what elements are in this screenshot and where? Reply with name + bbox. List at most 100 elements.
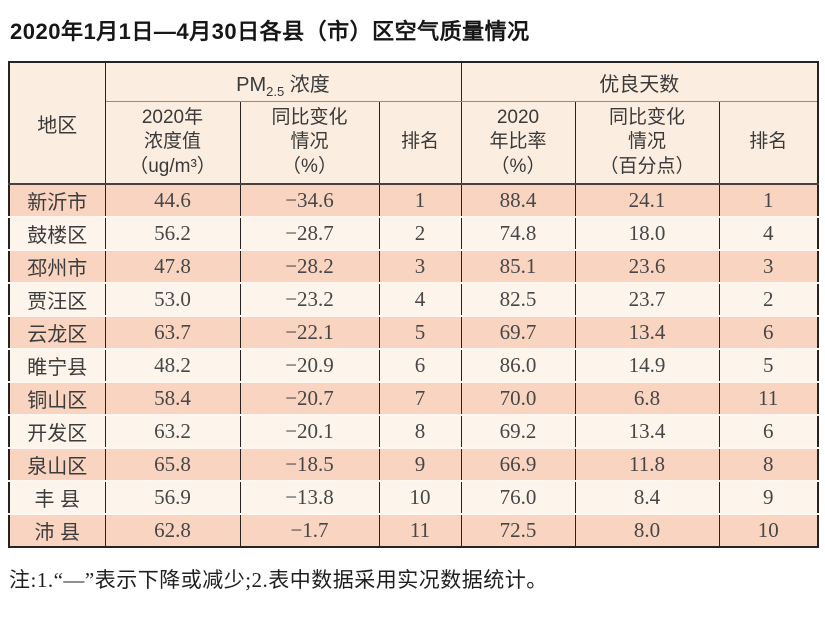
- value-cell: 6: [718, 414, 819, 448]
- value-cell: 3: [378, 249, 461, 283]
- value-cell: 11: [378, 513, 461, 547]
- value-cell: 3: [718, 249, 819, 283]
- region-cell: 贾汪区: [9, 282, 105, 316]
- region-cell: 云龙区: [9, 315, 105, 349]
- value-cell: 9: [718, 480, 819, 514]
- value-cell: 4: [718, 216, 819, 250]
- region-cell: 泉山区: [9, 447, 105, 481]
- value-cell: 7: [378, 381, 461, 415]
- value-cell: −20.7: [239, 381, 379, 415]
- value-cell: 1: [718, 184, 819, 217]
- header-2020-ratio: 2020 年比率 （%）: [460, 101, 575, 185]
- value-cell: 44.6: [104, 184, 240, 217]
- header-good-days-group: 优良天数: [460, 62, 819, 102]
- value-cell: 13.4: [574, 315, 719, 349]
- value-cell: 88.4: [460, 184, 575, 217]
- header-group-row: 地区 PM2.5 浓度 优良天数: [9, 62, 819, 185]
- page-title: 2020年1月1日—4月30日各县（市）区空气质量情况: [10, 19, 530, 44]
- value-cell: −20.9: [239, 348, 379, 382]
- region-cell: 铜山区: [9, 381, 105, 415]
- air-quality-table: 地区 PM2.5 浓度 优良天数 2020年 浓度值 （ug/m³） 同比变化 情况 （%…: [8, 61, 820, 548]
- value-cell: 1: [378, 184, 461, 217]
- value-cell: −22.1: [239, 315, 379, 349]
- value-cell: 74.8: [460, 216, 575, 250]
- value-cell: 69.2: [460, 414, 575, 448]
- value-cell: 11: [718, 381, 819, 415]
- value-cell: 47.8: [104, 249, 240, 283]
- header-pm25-rank: 排名: [378, 101, 461, 185]
- pm25-label-suffix: 浓度: [284, 73, 330, 96]
- value-cell: 18.0: [574, 216, 719, 250]
- value-cell: 2: [378, 216, 461, 250]
- value-cell: 14.9: [574, 348, 719, 382]
- table-body: 新沂市 44.6 −34.6 1 88.4 24.1 1 鼓楼区 56.2 −28.7 2 74.8 1…: [9, 184, 819, 547]
- value-cell: 6: [378, 348, 461, 382]
- value-cell: 48.2: [104, 348, 240, 382]
- value-cell: 62.8: [104, 513, 240, 547]
- region-cell: 丰 县: [9, 480, 105, 514]
- pm25-label-prefix: PM: [236, 73, 267, 96]
- pm25-label-subscript: 2.5: [266, 83, 285, 99]
- header-region: 地区: [9, 62, 106, 185]
- page: 2020年1月1日—4月30日各县（市）区空气质量情况 地区 PM2.5 浓度 …: [8, 19, 820, 592]
- value-cell: −28.7: [239, 216, 379, 250]
- value-cell: 72.5: [460, 513, 575, 547]
- footnote: 注:1.“—”表示下降或减少;2.表中数据采用实况数据统计。: [9, 568, 548, 592]
- value-cell: 70.0: [460, 381, 575, 415]
- value-cell: −20.1: [239, 414, 379, 448]
- value-cell: 13.4: [574, 414, 719, 448]
- header-yoy-change-points: 同比变化 情况 （百分点）: [574, 101, 719, 185]
- value-cell: 63.7: [104, 315, 240, 349]
- value-cell: 11.8: [574, 447, 719, 481]
- value-cell: 8.0: [574, 513, 719, 547]
- table-row: 沛 县 62.8 −1.7 11 72.5 8.0 10: [9, 513, 819, 547]
- value-cell: 24.1: [574, 184, 719, 217]
- value-cell: 10: [718, 513, 819, 547]
- value-cell: 85.1: [460, 249, 575, 283]
- value-cell: 76.0: [460, 480, 575, 514]
- header-2020-concentration: 2020年 浓度值 （ug/m³）: [105, 101, 240, 185]
- table-row: 贾汪区 53.0 −23.2 4 82.5 23.7 2: [9, 282, 819, 316]
- value-cell: −23.2: [239, 282, 379, 316]
- header-sub-row: 2020年 浓度值 （ug/m³） 同比变化 情况 （%） 排名 2020 年比率 （%） 同比变化…: [9, 101, 819, 185]
- table-row: 铜山区 58.4 −20.7 7 70.0 6.8 11: [9, 381, 819, 415]
- table-row: 睢宁县 48.2 −20.9 6 86.0 14.9 5: [9, 348, 819, 382]
- value-cell: 6: [718, 315, 819, 349]
- value-cell: 53.0: [104, 282, 240, 316]
- table-row: 云龙区 63.7 −22.1 5 69.7 13.4 6: [9, 315, 819, 349]
- value-cell: −28.2: [239, 249, 379, 283]
- value-cell: 2: [718, 282, 819, 316]
- value-cell: 5: [718, 348, 819, 382]
- value-cell: −34.6: [239, 184, 379, 217]
- region-cell: 新沂市: [9, 184, 105, 217]
- header-good-days-rank: 排名: [718, 101, 819, 185]
- table-row: 开发区 63.2 −20.1 8 69.2 13.4 6: [9, 414, 819, 448]
- value-cell: 4: [378, 282, 461, 316]
- value-cell: 10: [378, 480, 461, 514]
- value-cell: 8: [718, 447, 819, 481]
- table-row: 新沂市 44.6 −34.6 1 88.4 24.1 1: [9, 184, 819, 217]
- table-row: 鼓楼区 56.2 −28.7 2 74.8 18.0 4: [9, 216, 819, 250]
- header-yoy-change-pct: 同比变化 情况 （%）: [239, 101, 379, 185]
- value-cell: −1.7: [239, 513, 379, 547]
- value-cell: 66.9: [460, 447, 575, 481]
- value-cell: 23.6: [574, 249, 719, 283]
- value-cell: −13.8: [239, 480, 379, 514]
- value-cell: 65.8: [104, 447, 240, 481]
- region-cell: 鼓楼区: [9, 216, 105, 250]
- header-pm25-group: PM2.5 浓度: [104, 62, 461, 102]
- table-row: 丰 县 56.9 −13.8 10 76.0 8.4 9: [9, 480, 819, 514]
- value-cell: 6.8: [574, 381, 719, 415]
- value-cell: 9: [378, 447, 461, 481]
- table-header: 地区 PM2.5 浓度 优良天数 2020年 浓度值 （ug/m³） 同比变化 情况 （%…: [9, 62, 819, 185]
- value-cell: 86.0: [460, 348, 575, 382]
- value-cell: 58.4: [104, 381, 240, 415]
- region-cell: 邳州市: [9, 249, 105, 283]
- value-cell: 82.5: [460, 282, 575, 316]
- region-cell: 睢宁县: [9, 348, 105, 382]
- value-cell: 69.7: [460, 315, 575, 349]
- table-row: 邳州市 47.8 −28.2 3 85.1 23.6 3: [9, 249, 819, 283]
- value-cell: −18.5: [239, 447, 379, 481]
- value-cell: 8.4: [574, 480, 719, 514]
- table-row: 泉山区 65.8 −18.5 9 66.9 11.8 8: [9, 447, 819, 481]
